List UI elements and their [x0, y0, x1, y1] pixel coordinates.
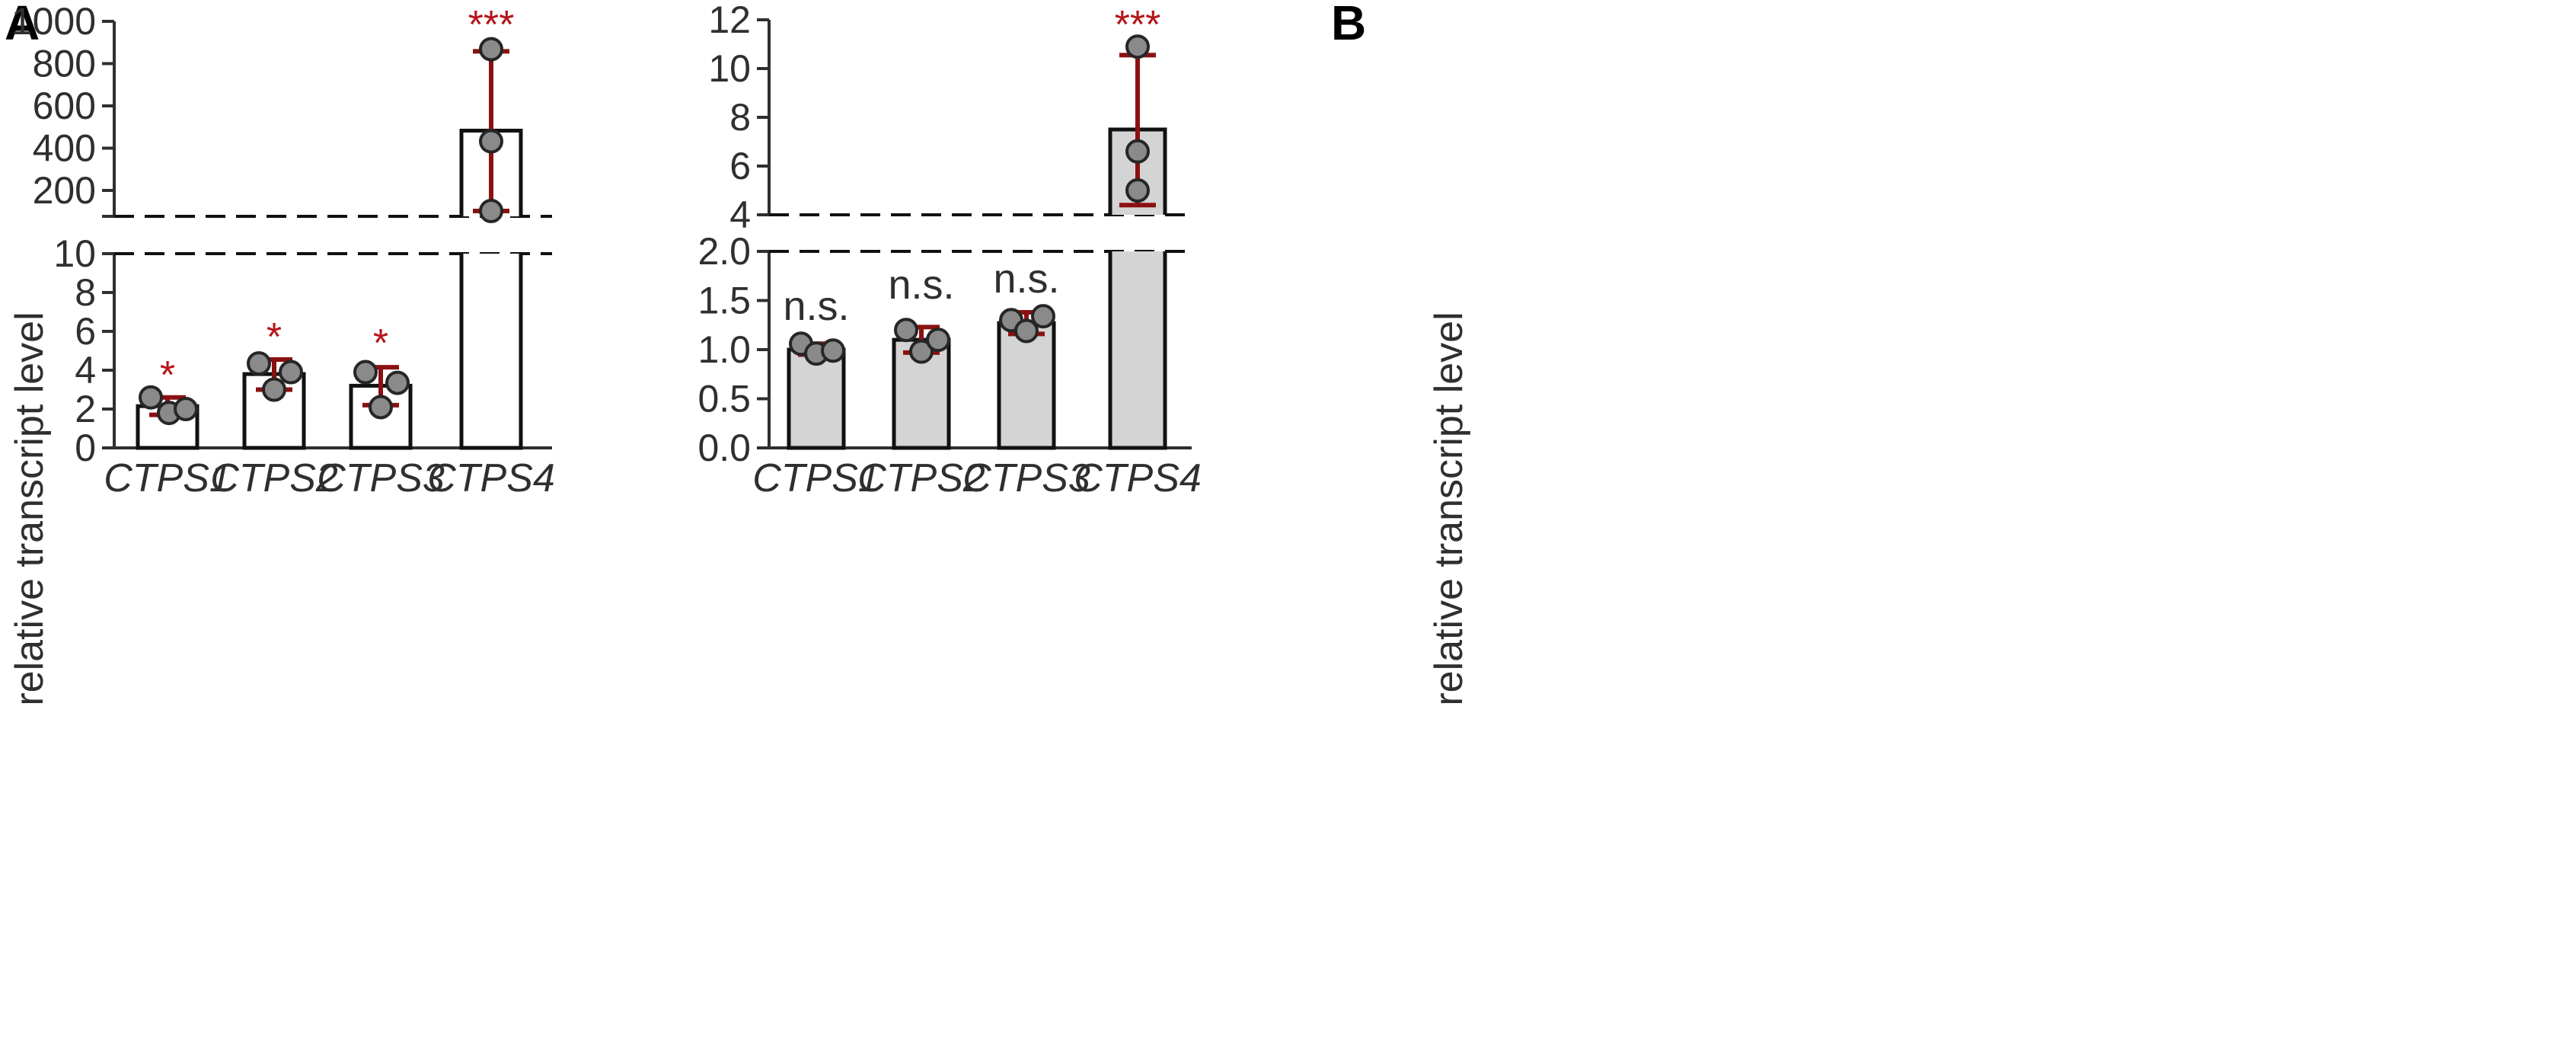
panel-b-tick-label: 6	[729, 145, 751, 187]
panel-b-label: B	[1331, 0, 1366, 50]
panel-a-sig-ctps1: *	[160, 353, 175, 398]
panel-b-point-ctps1	[821, 338, 845, 363]
panel-b-sig-ctps2: n.s.	[888, 262, 954, 308]
panel-a-label: A	[5, 0, 40, 50]
panel-b-tick-label: 12	[708, 0, 751, 41]
panel-b-bar-ctps4-lower	[1110, 251, 1165, 448]
panel-a-point-ctps3	[353, 360, 378, 385]
panel-a-tick-label: 8	[75, 271, 96, 314]
panel-b-point-ctps3	[1014, 318, 1039, 344]
panel-b-sig-ctps3: n.s.	[993, 256, 1059, 302]
panel-a-tick-label: 600	[33, 85, 96, 127]
panel-b-point-ctps2	[894, 318, 918, 343]
panel-b-sig-ctps1: n.s.	[783, 283, 849, 329]
panel-a-tick-label: 200	[33, 169, 96, 212]
panel-a-point-ctps4	[479, 129, 503, 154]
panel-b-tick-label: 4	[729, 193, 751, 236]
panel-a-tick-label: 1000	[11, 0, 96, 43]
panel-a-point-ctps3	[369, 395, 393, 420]
panel-a-point-ctps4	[479, 198, 503, 223]
panel-b-tick-label: 1.5	[697, 280, 751, 322]
panel-b: B relative transcript level 0.0 0.5 1.0 1.5…	[697, 0, 1471, 706]
panel-a-point-ctps2	[247, 351, 271, 376]
panel-b-point-ctps4	[1125, 178, 1150, 203]
panel-a-ylabel: relative transcript level	[8, 312, 52, 705]
panel-a-bar-ctps4-lower-edge	[459, 254, 523, 450]
panel-b-ylabel: relative transcript level	[1427, 312, 1471, 705]
panel-b-category-ctps1: CTPS1	[752, 456, 880, 500]
panel-a-points	[139, 37, 503, 426]
panel-a-tick-label: 800	[33, 43, 96, 85]
panel-b-tick-label: 2.0	[697, 230, 751, 273]
panel-b-bar-ctps3	[997, 321, 1056, 450]
panel-a-point-ctps3	[385, 370, 410, 395]
panel-a-point-ctps1	[139, 385, 163, 410]
panel-a-bars	[136, 128, 523, 450]
panel-a-point-ctps2	[279, 360, 303, 385]
panel-b-category-ctps4: CTPS4	[1074, 456, 1202, 500]
panel-b-category-ctps3: CTPS3	[962, 456, 1090, 500]
panel-b-point-ctps2	[926, 328, 950, 353]
panel-b-bar-ctps4-lower-edge	[1108, 251, 1167, 450]
panel-b-point-ctps4	[1125, 139, 1150, 164]
panel-a-bar-ctps4-lower	[461, 254, 521, 448]
panel-b-error-bars	[798, 53, 1156, 357]
panel-a-tick-label: 0	[75, 427, 96, 469]
panel-a-point-ctps1	[174, 397, 198, 421]
panel-a-sig-ctps3: *	[373, 321, 388, 366]
panel-b-point-ctps2	[909, 339, 934, 364]
panel-a-tick-label: 10	[53, 232, 96, 275]
panel-a-category-ctps3: CTPS3	[317, 456, 445, 500]
panel-a-point-ctps2	[262, 377, 286, 402]
panel-b-significance: n.s. n.s. n.s. ***	[783, 3, 1160, 329]
panel-a-tick-label: 2	[75, 388, 96, 430]
panel-a-sig-ctps4: ***	[468, 3, 515, 47]
panel-b-point-ctps4	[1125, 34, 1150, 59]
panel-b-points	[789, 34, 1150, 366]
panel-a-tick-label: 400	[33, 127, 96, 170]
panel-a-category-ctps1: CTPS1	[104, 456, 231, 500]
panel-a-sig-ctps2: *	[267, 315, 282, 360]
panel-b-tick-label: 0.5	[697, 378, 751, 420]
panel-b-point-ctps3	[1031, 304, 1055, 329]
panel-a-category-ctps2: CTPS2	[210, 456, 338, 500]
panel-b-tick-label: 0.0	[697, 427, 751, 469]
panel-b-tick-labels: 0.0 0.5 1.0 1.5 2.04 6 8 10 12	[697, 0, 751, 469]
panel-a-significance: ** ****	[160, 3, 514, 398]
panel-b-tick-label: 10	[708, 47, 751, 90]
panel-b-tick-label: 1.0	[697, 328, 751, 371]
panel-a-category-ctps4: CTPS4	[427, 456, 555, 500]
panel-a-error-bars	[149, 49, 509, 417]
panel-a-tick-label: 6	[75, 310, 96, 353]
panel-b-tick-label: 8	[729, 96, 751, 139]
panel-a-point-ctps4	[479, 37, 503, 62]
panel-b-sig-ctps4: ***	[1115, 3, 1161, 47]
panel-b-bar-ctps1	[787, 347, 846, 450]
panel-a-tick-label: 4	[75, 349, 96, 392]
panel-b-category-ctps2: CTPS2	[857, 456, 985, 500]
